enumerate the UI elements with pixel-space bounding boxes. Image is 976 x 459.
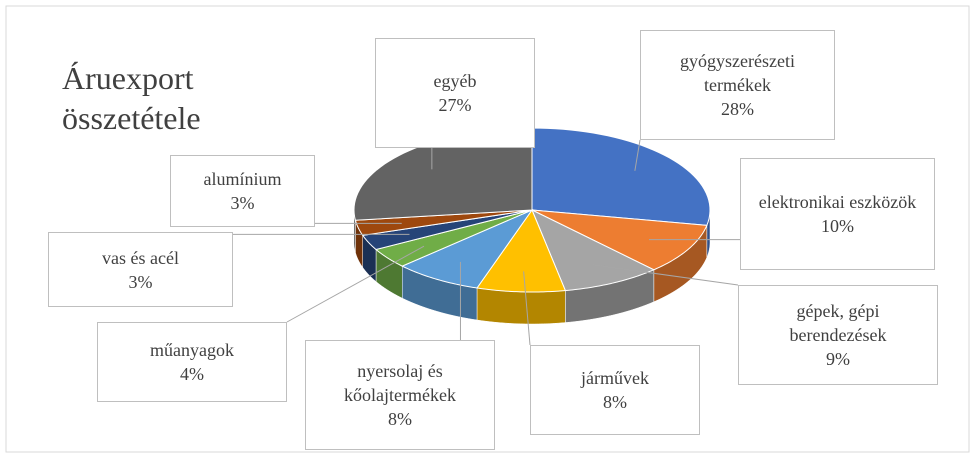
label-category: nyersolaj és kőolajtermékek: [344, 361, 456, 405]
data-label: gyógyszerészeti termékek 28%: [640, 30, 835, 140]
label-category: járművek: [581, 368, 649, 388]
label-category: alumínium: [203, 169, 282, 189]
label-category: egyéb: [433, 71, 477, 91]
label-category: vas és acél: [102, 247, 179, 268]
frame: [5, 5, 970, 453]
leader-line: [523, 271, 531, 346]
slice: [531, 127, 711, 226]
label-value: 9%: [826, 349, 850, 369]
slice: [374, 209, 533, 267]
slice: [476, 208, 567, 293]
slice-side: [476, 287, 566, 325]
data-label: gépek, gépi berendezések 9%: [738, 285, 938, 385]
label-category: gyógyszerészeti termékek: [680, 51, 795, 95]
label-value: 28%: [721, 99, 754, 119]
data-label: nyersolaj és kőolajtermékek 8%: [305, 340, 495, 450]
label-value: 3%: [128, 271, 153, 292]
data-label: egyéb 27%: [375, 38, 535, 148]
label-category: műanyagok: [150, 340, 234, 360]
label-value: 8%: [388, 409, 412, 429]
data-label: vas és acél 3%: [48, 232, 233, 307]
leader-line: [592, 264, 739, 286]
data-label: elektronikai eszközök 10%: [740, 158, 935, 270]
data-label: alumínium 3%: [170, 155, 315, 227]
chart-title: Áruexport összetétele: [62, 60, 201, 136]
data-label: műanyagok 4%: [97, 322, 287, 402]
label-category: elektronikai eszközök: [758, 192, 917, 212]
slice: [401, 208, 534, 289]
leader-line: [634, 139, 641, 171]
label-value: 3%: [230, 193, 255, 213]
label-value: 10%: [821, 216, 854, 236]
leader-line: [286, 245, 425, 323]
label-value: 4%: [180, 364, 204, 384]
label-value: 27%: [438, 95, 472, 115]
slice: [354, 209, 533, 236]
slice: [531, 208, 656, 292]
slice: [361, 209, 533, 251]
label-value: 8%: [603, 392, 627, 412]
label-category: gépek, gépi berendezések: [789, 301, 887, 345]
slice: [531, 209, 708, 271]
data-label: járművek 8%: [530, 345, 700, 435]
